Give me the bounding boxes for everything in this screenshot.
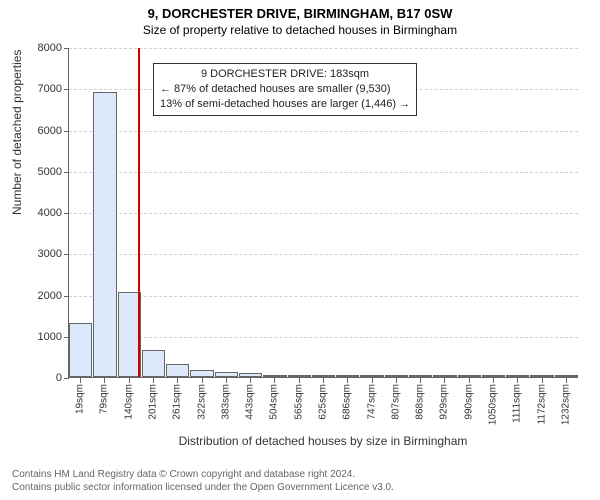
chart-title: 9, DORCHESTER DRIVE, BIRMINGHAM, B17 0SW [0, 0, 600, 21]
xtick-label: 686sqm [342, 384, 353, 420]
xtick-mark [80, 378, 81, 383]
histogram-bar [288, 375, 311, 377]
xtick-mark [323, 378, 324, 383]
histogram-bar [530, 375, 553, 377]
ytick-mark [64, 172, 69, 173]
xtick-mark [274, 378, 275, 383]
histogram-bar [263, 375, 286, 377]
ytick-label: 6000 [22, 125, 62, 137]
ytick-label: 1000 [22, 331, 62, 343]
histogram-bar [190, 370, 213, 377]
ytick-mark [64, 48, 69, 49]
ytick-label: 5000 [22, 166, 62, 178]
gridline [69, 48, 578, 49]
xtick-mark [493, 378, 494, 383]
xtick-mark [444, 378, 445, 383]
xtick-mark [396, 378, 397, 383]
xtick-label: 1050sqm [488, 384, 499, 425]
ytick-label: 3000 [22, 248, 62, 260]
xtick-label: 1232sqm [560, 384, 571, 425]
xtick-label: 79sqm [99, 384, 110, 414]
ytick-mark [64, 254, 69, 255]
ytick-mark [64, 213, 69, 214]
xtick-label: 1111sqm [512, 384, 523, 423]
xtick-mark [153, 378, 154, 383]
histogram-bar [142, 350, 165, 377]
xtick-mark [226, 378, 227, 383]
xtick-mark [177, 378, 178, 383]
annotation-line: 13% of semi-detached houses are larger (… [160, 97, 410, 112]
xtick-mark [299, 378, 300, 383]
gridline [69, 131, 578, 132]
annotation-line: ← 87% of detached houses are smaller (9,… [160, 82, 410, 97]
xtick-mark [202, 378, 203, 383]
histogram-bar [385, 375, 408, 377]
histogram-bar [312, 375, 335, 377]
histogram-bar [555, 375, 578, 377]
x-axis-label: Distribution of detached houses by size … [68, 434, 578, 448]
ytick-label: 8000 [22, 42, 62, 54]
xtick-mark [104, 378, 105, 383]
xtick-label: 322sqm [196, 384, 207, 420]
gridline [69, 337, 578, 338]
xtick-label: 19sqm [75, 384, 86, 414]
ytick-mark [64, 89, 69, 90]
ytick-mark [64, 131, 69, 132]
ytick-label: 4000 [22, 207, 62, 219]
xtick-mark [129, 378, 130, 383]
annotation-line: 9 DORCHESTER DRIVE: 183sqm [160, 67, 410, 82]
xtick-label: 1172sqm [536, 384, 547, 424]
xtick-label: 990sqm [463, 384, 474, 420]
histogram-bar [458, 375, 481, 377]
histogram-bar [166, 364, 189, 377]
gridline [69, 172, 578, 173]
histogram-bar [93, 92, 116, 377]
footer-line-1: Contains HM Land Registry data © Crown c… [12, 468, 394, 481]
xtick-mark [250, 378, 251, 383]
xtick-label: 504sqm [269, 384, 280, 420]
xtick-label: 807sqm [390, 384, 401, 420]
footer-line-2: Contains public sector information licen… [12, 481, 394, 494]
gridline [69, 296, 578, 297]
xtick-label: 929sqm [439, 384, 450, 420]
xtick-mark [517, 378, 518, 383]
histogram-bar [433, 375, 456, 377]
histogram-bar [409, 375, 432, 377]
ytick-label: 7000 [22, 83, 62, 95]
gridline [69, 254, 578, 255]
ytick-mark [64, 378, 69, 379]
xtick-label: 868sqm [415, 384, 426, 420]
xtick-mark [542, 378, 543, 383]
xtick-mark [372, 378, 373, 383]
xtick-mark [347, 378, 348, 383]
chart-subtitle: Size of property relative to detached ho… [0, 21, 600, 37]
xtick-label: 140sqm [123, 384, 134, 420]
gridline [69, 213, 578, 214]
histogram-bar [506, 375, 529, 377]
histogram-bar [360, 375, 383, 377]
ytick-label: 2000 [22, 290, 62, 302]
property-marker-line [138, 48, 140, 377]
annotation-box: 9 DORCHESTER DRIVE: 183sqm← 87% of detac… [153, 63, 417, 116]
histogram-bar [215, 372, 238, 377]
ytick-label: 0 [22, 372, 62, 384]
histogram-bar [239, 373, 262, 377]
xtick-mark [469, 378, 470, 383]
histogram-bar [336, 375, 359, 377]
xtick-label: 383sqm [220, 384, 231, 420]
xtick-label: 261sqm [172, 384, 183, 420]
histogram-bar [69, 323, 92, 377]
xtick-label: 443sqm [245, 384, 256, 420]
xtick-label: 747sqm [366, 384, 377, 420]
chart-area: 010002000300040005000600070008000 9 DORC… [68, 48, 578, 410]
footer-credits: Contains HM Land Registry data © Crown c… [12, 468, 394, 494]
histogram-bar [482, 375, 505, 377]
ytick-mark [64, 296, 69, 297]
xtick-label: 565sqm [293, 384, 304, 420]
xtick-mark [566, 378, 567, 383]
xtick-label: 625sqm [318, 384, 329, 420]
xtick-label: 201sqm [148, 384, 159, 420]
xtick-mark [420, 378, 421, 383]
